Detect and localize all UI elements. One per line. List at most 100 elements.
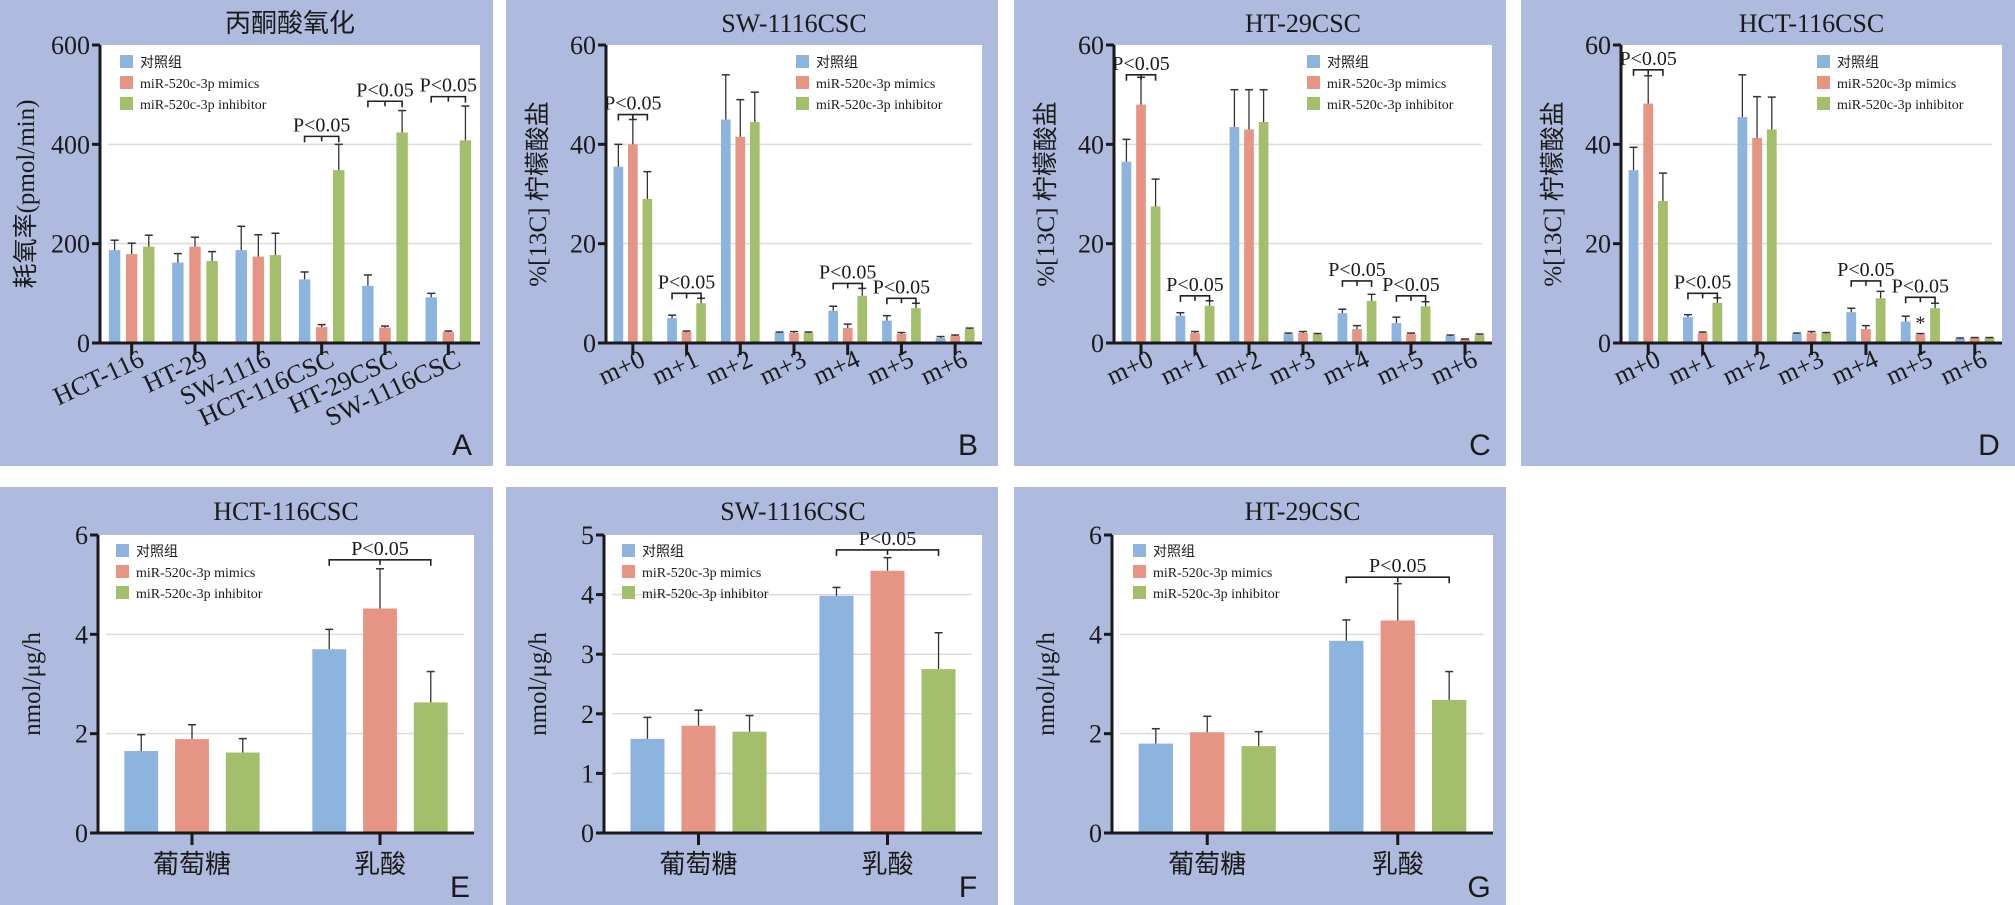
bracket-line <box>430 95 467 103</box>
x-tick-label: 乳酸 <box>861 850 913 879</box>
bracket-line <box>617 113 649 121</box>
bar <box>124 751 159 833</box>
panel-letter: G <box>1467 871 1490 904</box>
bar <box>667 318 677 343</box>
x-tick-label: m+6 <box>1426 344 1482 391</box>
plot-area <box>98 535 474 833</box>
significance-bracket: P<0.05 <box>604 93 662 121</box>
legend-swatch <box>1307 55 1320 68</box>
chart-title: SW-1116CSC <box>721 9 866 38</box>
bar <box>315 327 328 343</box>
plot-area <box>606 45 982 343</box>
panel-f: SW-1116CSC P<0.05 0 1 2 3 4 5 葡萄糖 乳酸 nmol/μg/h 对照组 m… <box>506 487 998 905</box>
legend-label: 对照组 <box>1153 544 1195 560</box>
bar <box>1955 339 1965 343</box>
bar <box>1432 699 1467 833</box>
significance-label: P<0.05 <box>819 261 876 283</box>
bar <box>1366 300 1377 343</box>
bar <box>1121 161 1132 343</box>
bar <box>870 570 905 833</box>
significance-bracket: P<0.05 <box>1620 48 1677 76</box>
legend-swatch <box>796 97 809 110</box>
bar <box>696 303 706 343</box>
significance-label: P<0.05 <box>604 93 661 115</box>
significance-bracket: P<0.05 <box>873 276 930 305</box>
panel-d: HCT-116CSC P<0.05 P<0.05 P<0.05 P<0.05 * 0 20 40… <box>1521 0 2015 466</box>
significance-label: P<0.05 <box>1112 53 1169 75</box>
x-tick-label: m+1 <box>1156 344 1212 391</box>
bar <box>1875 298 1886 343</box>
legend-swatch <box>796 55 809 68</box>
y-tick-label: 600 <box>51 31 90 60</box>
bar <box>896 334 907 343</box>
bracket-line <box>1179 295 1211 302</box>
legend-item: 对照组 <box>116 544 178 560</box>
chart-title: SW-1116CSC <box>720 497 865 526</box>
legend-label: miR-520c-3p mimics <box>136 566 255 581</box>
legend-item: 对照组 <box>1133 544 1195 560</box>
bar <box>732 731 767 833</box>
significance-bracket: P<0.05 <box>293 114 350 143</box>
bar <box>1474 335 1485 343</box>
bar <box>613 166 624 343</box>
bar <box>1175 315 1186 343</box>
significance-label: P<0.05 <box>420 75 477 97</box>
chart-a: 丙酮酸氧化 P<0.05 P<0.05 P<0.05 0 200 400 600 HCT-116… <box>12 9 480 462</box>
legend-item: miR-520c-3p mimics <box>796 76 935 92</box>
chart-d: HCT-116CSCP<0.05P<0.05P<0.05P<0.05*02040… <box>1539 9 2002 462</box>
panel-letter: E <box>450 871 470 904</box>
bar <box>1244 129 1254 343</box>
significance-label: P<0.05 <box>1620 48 1677 70</box>
bar <box>379 327 391 343</box>
bar <box>143 246 155 343</box>
bar <box>642 198 653 343</box>
legend-label: miR-520c-3p inhibitor <box>1837 98 1964 113</box>
legend-label: miR-520c-3p inhibitor <box>140 98 267 113</box>
legend-swatch <box>1817 76 1830 89</box>
panel-letter: A <box>452 429 472 462</box>
legend-swatch <box>1133 586 1146 599</box>
x-tick-label: 葡萄糖 <box>153 850 231 879</box>
x-tick-label: m+6 <box>916 344 972 391</box>
y-tick-label: 2 <box>75 720 88 749</box>
bar <box>882 320 892 343</box>
legend-item: miR-520c-3p mimics <box>1133 565 1272 581</box>
bar <box>911 308 921 343</box>
significance-bracket: P<0.05 <box>658 271 715 300</box>
y-tick-label: 20 <box>1078 230 1104 259</box>
bar <box>1204 305 1215 343</box>
bar <box>1628 170 1639 343</box>
bracket-line <box>1632 69 1664 76</box>
bar <box>1683 317 1693 343</box>
bar <box>425 297 437 343</box>
significance-label: P<0.05 <box>859 528 916 550</box>
legend-swatch <box>1133 565 1146 578</box>
x-tick-label: HCT-116 <box>49 344 149 411</box>
significance-bracket: P<0.05 <box>1345 555 1450 584</box>
legend-label: miR-520c-3p mimics <box>1327 77 1446 92</box>
bar <box>681 332 692 343</box>
chart-g: HT-29CSC P<0.05 0 2 4 6 葡萄糖 乳酸 nmol/μg/h 对照组 miR-5… <box>1033 497 1493 904</box>
bar <box>189 246 201 343</box>
legend-item: miR-520c-3p mimics <box>120 76 259 92</box>
y-tick-label: 6 <box>75 521 88 550</box>
bar <box>1752 137 1762 343</box>
bracket-line <box>832 282 864 290</box>
x-tick-label: m+2 <box>1210 344 1266 391</box>
x-tick-label: m+1 <box>1664 344 1720 391</box>
bar <box>749 121 760 343</box>
bar <box>803 333 814 343</box>
plot-area <box>100 45 480 343</box>
y-tick-label: 2 <box>1089 720 1102 749</box>
bar <box>681 725 716 833</box>
y-tick-label: 20 <box>570 230 596 259</box>
y-tick-label: 60 <box>1078 31 1104 60</box>
bracket-line <box>886 297 917 305</box>
bar <box>396 132 408 343</box>
legend-label: 对照组 <box>140 55 182 71</box>
legend-item: miR-520c-3p mimics <box>1307 76 1446 92</box>
bar <box>964 329 975 343</box>
x-tick-label: m+0 <box>1102 344 1158 391</box>
significance-label: P<0.05 <box>1382 274 1439 296</box>
